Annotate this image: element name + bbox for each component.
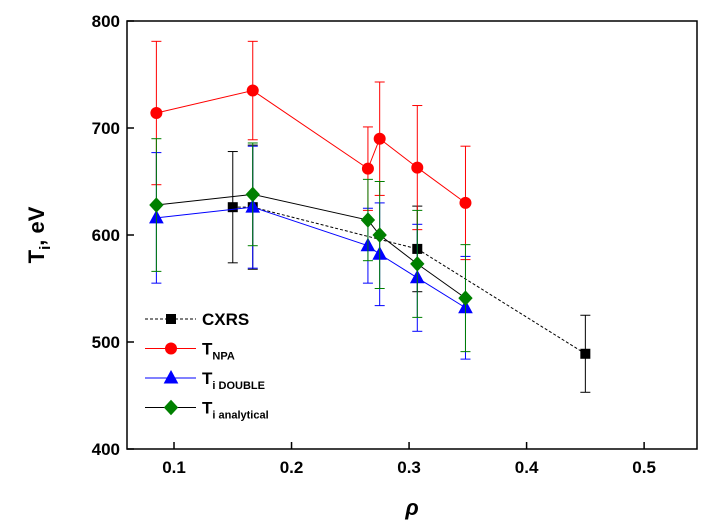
data-point [372,227,387,243]
data-point [459,196,472,209]
data-point [149,197,164,213]
y-label-sub: i [37,246,54,250]
legend-name: T [202,369,213,388]
series-line [156,193,466,299]
data-point [458,290,473,306]
data-point [373,132,386,145]
series-line [232,206,586,355]
data-point [580,348,591,359]
data-point [360,212,376,228]
data-point [411,161,424,174]
data-point [410,256,425,272]
legend-marker [163,399,179,416]
data-point [227,202,238,213]
y-axis-label: Ti, eV [24,206,54,263]
legend-marker [165,342,177,355]
x-axis-label: ρ [404,495,418,520]
legend-subscript: i DOUBLE [212,380,265,392]
y-tick-label: 500 [92,333,120,352]
data-point [245,186,260,203]
legend-label: Ti DOUBLE [202,369,265,392]
y-tick-label: 700 [92,119,120,138]
data-point [246,84,259,97]
x-tick-label: 0.2 [280,458,304,477]
y-tick-label: 400 [92,440,120,459]
legend-marker [166,314,176,324]
legend-marker [163,369,179,384]
x-tick-label: 0.4 [515,458,539,477]
legend-subscript: i analytical [212,410,268,422]
legend-subscript: NPA [212,351,234,363]
series-line [156,90,466,204]
data-point [361,162,374,175]
legend-name: CXRS [202,310,249,329]
legend-label: TNPA [202,340,235,363]
y-label-main: T [24,249,49,263]
x-tick-label: 0.5 [632,458,656,477]
legend-name: T [202,340,213,359]
legend-name: T [202,399,213,418]
data-point [150,107,163,120]
y-tick-label: 600 [92,226,120,245]
x-tick-label: 0.1 [162,458,186,477]
x-tick-label: 0.3 [397,458,421,477]
legend-label: Ti analytical [202,399,269,422]
legend-label: CXRS [202,310,249,329]
y-label-suffix: , eV [24,206,49,245]
y-tick-label: 800 [92,12,120,31]
